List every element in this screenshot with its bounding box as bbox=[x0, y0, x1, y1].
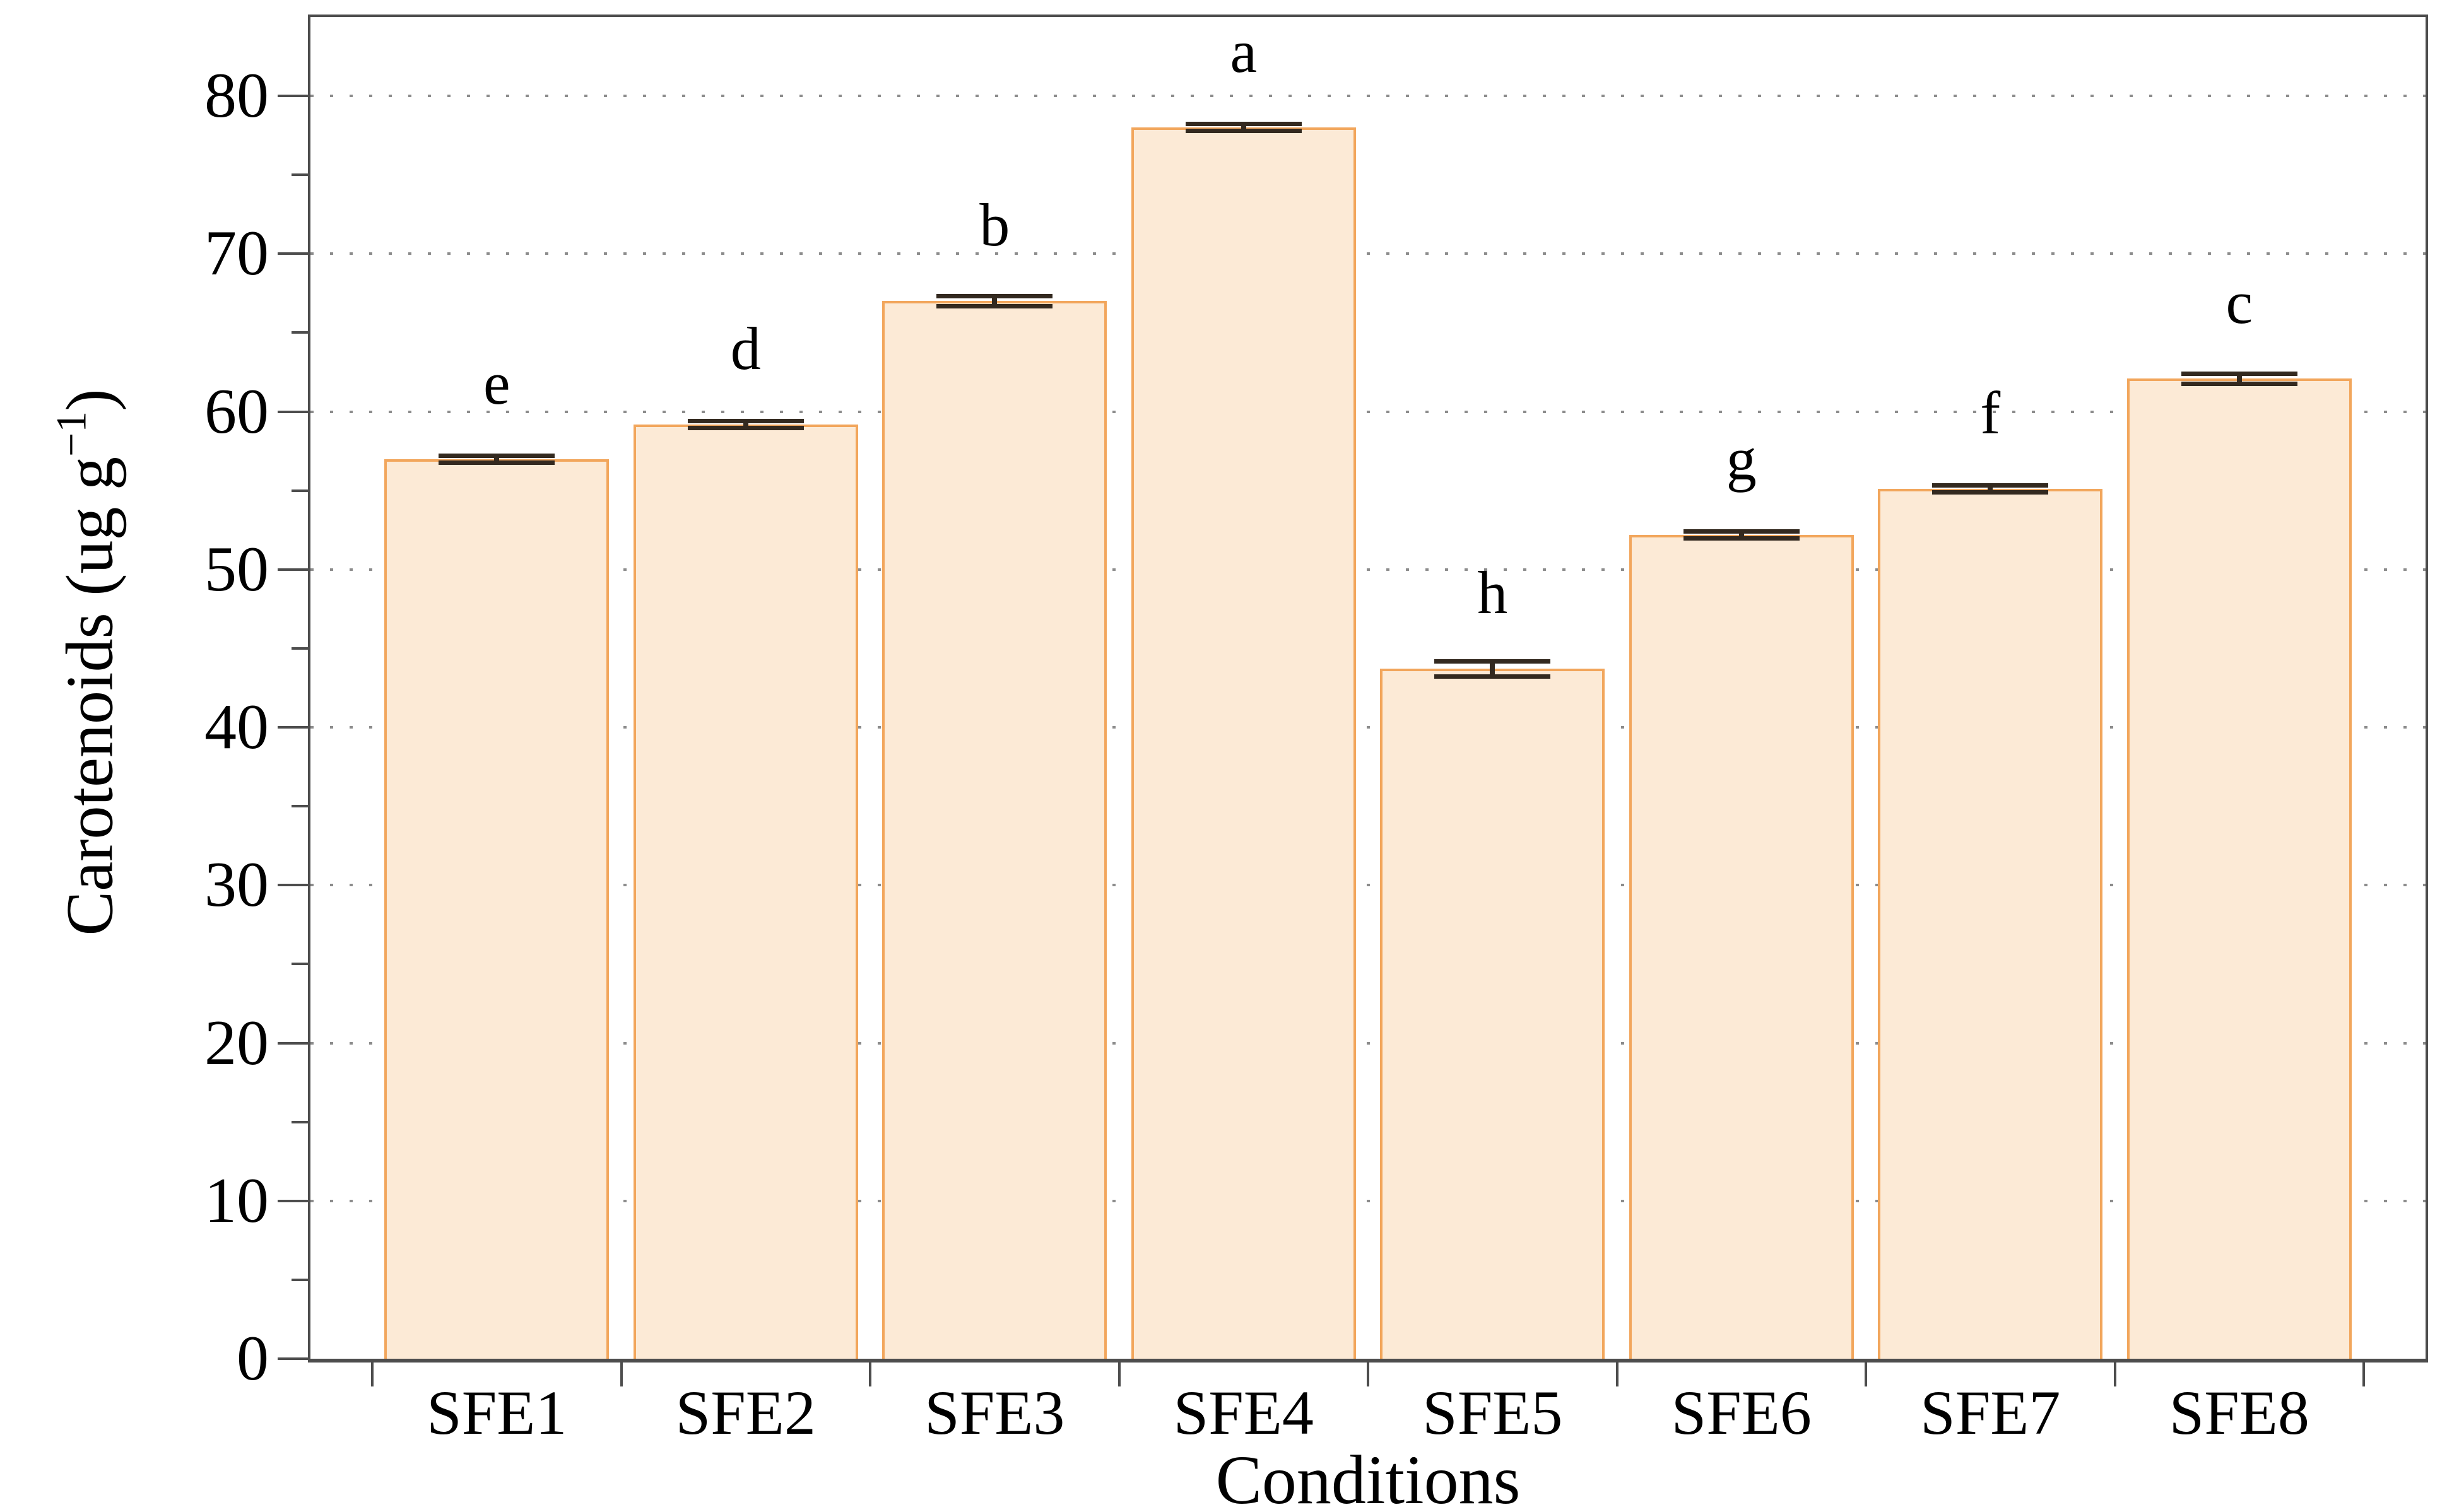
y-axis-title: Carotenoids (ug g−1) bbox=[37, 389, 127, 936]
x-category-label-sfe1: SFE1 bbox=[427, 1378, 567, 1448]
y-axis-title-text: Carotenoids (ug g bbox=[52, 456, 127, 936]
gridline-y-30 bbox=[310, 884, 2426, 887]
bar-sfe1 bbox=[384, 459, 610, 1359]
error-bar-sfe4 bbox=[1185, 122, 1302, 134]
significance-letter-sfe7: f bbox=[1980, 379, 2001, 447]
y-axis-title-close: ) bbox=[52, 389, 127, 411]
y-tick-label-10: 10 bbox=[204, 1164, 269, 1236]
y-tick-label-40: 40 bbox=[204, 691, 269, 763]
y-tick-label-80: 80 bbox=[204, 60, 269, 132]
significance-letter-sfe8: c bbox=[2226, 269, 2253, 337]
gridline-y-20 bbox=[310, 1041, 2426, 1045]
error-bar-stem-sfe7 bbox=[1988, 483, 1993, 495]
x-category-label-sfe2: SFE2 bbox=[675, 1378, 816, 1448]
y-minor-tick-5 bbox=[292, 1278, 310, 1281]
error-bar-sfe1 bbox=[439, 453, 555, 465]
y-major-tick-30 bbox=[278, 884, 310, 887]
error-bar-stem-sfe3 bbox=[992, 293, 998, 308]
y-major-tick-50 bbox=[278, 568, 310, 571]
significance-letter-sfe3: b bbox=[979, 191, 1010, 259]
x-category-label-sfe3: SFE3 bbox=[924, 1378, 1065, 1448]
y-minor-tick-55 bbox=[292, 489, 310, 492]
bar-sfe6 bbox=[1629, 534, 1854, 1359]
gridline-y-60 bbox=[310, 410, 2426, 413]
x-tick-1 bbox=[620, 1359, 623, 1386]
significance-letter-sfe1: e bbox=[483, 349, 510, 417]
y-major-tick-20 bbox=[278, 1041, 310, 1045]
error-bar-stem-sfe8 bbox=[2236, 371, 2242, 386]
gridline-y-80 bbox=[310, 95, 2426, 98]
gridline-y-50 bbox=[310, 568, 2426, 571]
y-tick-label-30: 30 bbox=[204, 849, 269, 921]
x-tick-7 bbox=[2113, 1359, 2116, 1386]
gridline-y-70 bbox=[310, 252, 2426, 255]
y-minor-tick-25 bbox=[292, 963, 310, 966]
y-tick-label-50: 50 bbox=[204, 533, 269, 605]
error-bar-sfe5 bbox=[1434, 659, 1551, 679]
error-bar-sfe2 bbox=[687, 418, 804, 430]
y-minor-tick-45 bbox=[292, 647, 310, 650]
y-tick-label-70: 70 bbox=[204, 218, 269, 290]
x-category-label-sfe4: SFE4 bbox=[1173, 1378, 1314, 1448]
bar-sfe2 bbox=[633, 424, 858, 1359]
bar-sfe5 bbox=[1380, 669, 1605, 1359]
error-bar-stem-sfe5 bbox=[1490, 659, 1495, 679]
bar-sfe8 bbox=[2126, 378, 2352, 1359]
y-minor-tick-15 bbox=[292, 1120, 310, 1123]
bar-sfe7 bbox=[1878, 489, 2103, 1359]
bar-sfe3 bbox=[882, 301, 1107, 1359]
significance-letter-sfe2: d bbox=[730, 314, 761, 382]
x-tick-6 bbox=[1865, 1359, 1867, 1386]
x-category-label-sfe8: SFE8 bbox=[2169, 1378, 2309, 1448]
error-bar-stem-sfe2 bbox=[743, 418, 748, 430]
x-tick-4 bbox=[1367, 1359, 1369, 1386]
gridline-y-10 bbox=[310, 1199, 2426, 1202]
significance-letter-sfe6: g bbox=[1726, 425, 1757, 493]
x-tick-3 bbox=[1117, 1359, 1121, 1386]
y-major-tick-60 bbox=[278, 410, 310, 413]
y-major-tick-40 bbox=[278, 726, 310, 729]
y-major-tick-70 bbox=[278, 252, 310, 255]
y-major-tick-0 bbox=[278, 1357, 310, 1360]
y-axis-title-superscript: −1 bbox=[47, 411, 95, 457]
error-bar-stem-sfe1 bbox=[494, 453, 500, 465]
error-bar-stem-sfe6 bbox=[1738, 529, 1744, 541]
y-major-tick-80 bbox=[278, 95, 310, 98]
x-category-label-sfe7: SFE7 bbox=[1920, 1378, 2061, 1448]
x-tick-5 bbox=[1615, 1359, 1619, 1386]
x-category-label-sfe6: SFE6 bbox=[1671, 1378, 1812, 1448]
significance-letter-sfe4: a bbox=[1230, 18, 1258, 86]
error-bar-sfe8 bbox=[2181, 371, 2297, 386]
significance-letter-sfe5: h bbox=[1477, 559, 1508, 627]
y-tick-label-20: 20 bbox=[204, 1007, 269, 1079]
error-bar-sfe3 bbox=[936, 293, 1053, 308]
error-bar-sfe7 bbox=[1932, 483, 2049, 495]
gridline-y-40 bbox=[310, 726, 2426, 729]
bar-sfe4 bbox=[1131, 127, 1356, 1359]
y-tick-label-0: 0 bbox=[237, 1323, 269, 1394]
x-tick-0 bbox=[371, 1359, 374, 1386]
plot-area: 0 10 20 30 40 50 60 70 80 e SFE1 d SFE2 b SFE3 a SFE4 h SF… bbox=[204, 15, 2428, 1447]
y-major-tick-10 bbox=[278, 1199, 310, 1202]
y-minor-tick-75 bbox=[292, 173, 310, 177]
error-bar-stem-sfe4 bbox=[1241, 122, 1246, 134]
x-axis-title: Conditions bbox=[1215, 1441, 1521, 1512]
error-bar-sfe6 bbox=[1683, 529, 1800, 541]
x-tick-8 bbox=[2362, 1359, 2365, 1386]
y-minor-tick-65 bbox=[292, 331, 310, 334]
y-tick-label-60: 60 bbox=[204, 375, 269, 447]
x-tick-2 bbox=[869, 1359, 871, 1386]
x-category-label-sfe5: SFE5 bbox=[1422, 1378, 1563, 1448]
y-minor-tick-35 bbox=[292, 805, 310, 808]
